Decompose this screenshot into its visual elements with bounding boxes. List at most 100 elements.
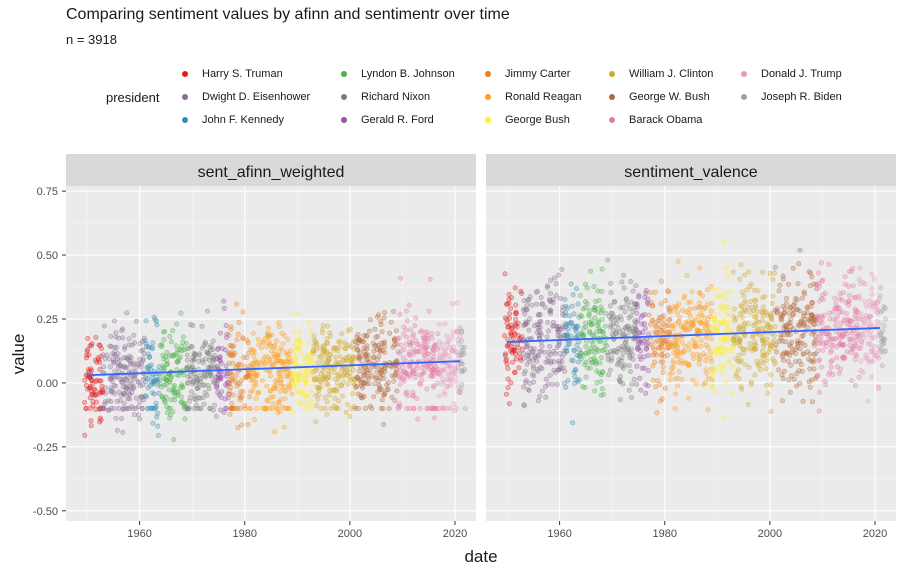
data-point xyxy=(356,356,362,362)
data-point xyxy=(547,343,553,349)
data-point xyxy=(510,359,516,365)
data-point xyxy=(690,351,696,357)
data-point xyxy=(141,397,147,403)
data-point xyxy=(412,323,418,329)
data-point xyxy=(621,350,627,356)
data-point xyxy=(352,405,358,411)
data-point xyxy=(120,335,126,341)
data-point xyxy=(349,391,355,397)
data-point xyxy=(869,285,875,291)
data-point xyxy=(199,345,205,351)
data-point xyxy=(570,292,576,298)
data-point xyxy=(197,405,203,411)
data-point xyxy=(726,318,732,324)
data-point xyxy=(796,368,802,374)
data-point xyxy=(453,379,459,385)
data-point xyxy=(212,402,218,408)
data-point xyxy=(248,347,254,353)
data-point xyxy=(316,354,322,360)
data-point xyxy=(543,359,549,365)
data-point xyxy=(780,276,786,282)
data-point xyxy=(793,306,799,312)
data-point xyxy=(410,389,416,395)
data-point xyxy=(397,275,403,281)
data-point xyxy=(95,355,101,361)
data-point xyxy=(630,356,636,362)
data-point xyxy=(240,309,246,315)
data-point xyxy=(822,290,828,296)
data-point xyxy=(809,299,815,305)
data-point xyxy=(842,281,848,287)
data-point xyxy=(115,363,121,369)
data-point xyxy=(124,377,130,383)
data-point xyxy=(703,358,709,364)
data-point xyxy=(108,333,114,339)
data-point xyxy=(454,300,460,306)
data-point xyxy=(121,400,127,406)
data-point xyxy=(370,340,376,346)
data-point xyxy=(381,376,387,382)
data-point xyxy=(436,344,442,350)
data-point xyxy=(429,335,435,341)
data-point xyxy=(172,382,178,388)
data-point xyxy=(557,350,563,356)
data-point xyxy=(795,281,801,287)
data-point xyxy=(834,305,840,311)
data-point xyxy=(797,247,803,253)
data-point xyxy=(450,329,456,335)
data-point xyxy=(97,419,103,425)
data-point xyxy=(247,394,253,400)
data-point xyxy=(184,406,190,412)
data-point xyxy=(201,343,207,349)
data-point xyxy=(140,382,146,388)
data-point xyxy=(356,368,362,374)
data-point xyxy=(334,380,340,386)
data-point xyxy=(114,398,120,404)
data-point xyxy=(555,324,561,330)
data-point xyxy=(617,397,623,403)
legend-dot-icon xyxy=(341,94,347,100)
data-point xyxy=(308,329,314,335)
data-point xyxy=(253,379,259,385)
data-point xyxy=(845,299,851,305)
data-point xyxy=(453,366,459,372)
data-point xyxy=(776,367,782,373)
data-point xyxy=(555,332,561,338)
data-point xyxy=(271,351,277,357)
data-point xyxy=(597,328,603,334)
data-point xyxy=(520,384,526,390)
data-point xyxy=(846,292,852,298)
data-point xyxy=(587,307,593,313)
data-point xyxy=(227,411,233,417)
data-point xyxy=(770,276,776,282)
data-point xyxy=(233,373,239,379)
data-point xyxy=(836,370,842,376)
data-point xyxy=(458,352,464,358)
data-point xyxy=(345,328,351,334)
data-point xyxy=(285,405,291,411)
data-point xyxy=(334,388,340,394)
data-point xyxy=(653,324,659,330)
data-point xyxy=(336,398,342,404)
data-point xyxy=(118,392,124,398)
data-point xyxy=(676,301,682,307)
data-point xyxy=(355,391,361,397)
data-point xyxy=(421,340,427,346)
data-point xyxy=(740,309,746,315)
data-point xyxy=(400,331,406,337)
data-point xyxy=(736,352,742,358)
data-point xyxy=(190,323,196,329)
data-point xyxy=(308,373,314,379)
data-point xyxy=(759,317,765,323)
data-point xyxy=(798,362,804,368)
data-point xyxy=(696,300,702,306)
data-point xyxy=(738,303,744,309)
data-point xyxy=(703,367,709,373)
data-point xyxy=(672,406,678,412)
data-point xyxy=(762,294,768,300)
data-point xyxy=(516,365,522,371)
data-point xyxy=(272,385,278,391)
data-point xyxy=(445,376,451,382)
data-point xyxy=(823,343,829,349)
legend-item: Barack Obama xyxy=(609,114,702,126)
